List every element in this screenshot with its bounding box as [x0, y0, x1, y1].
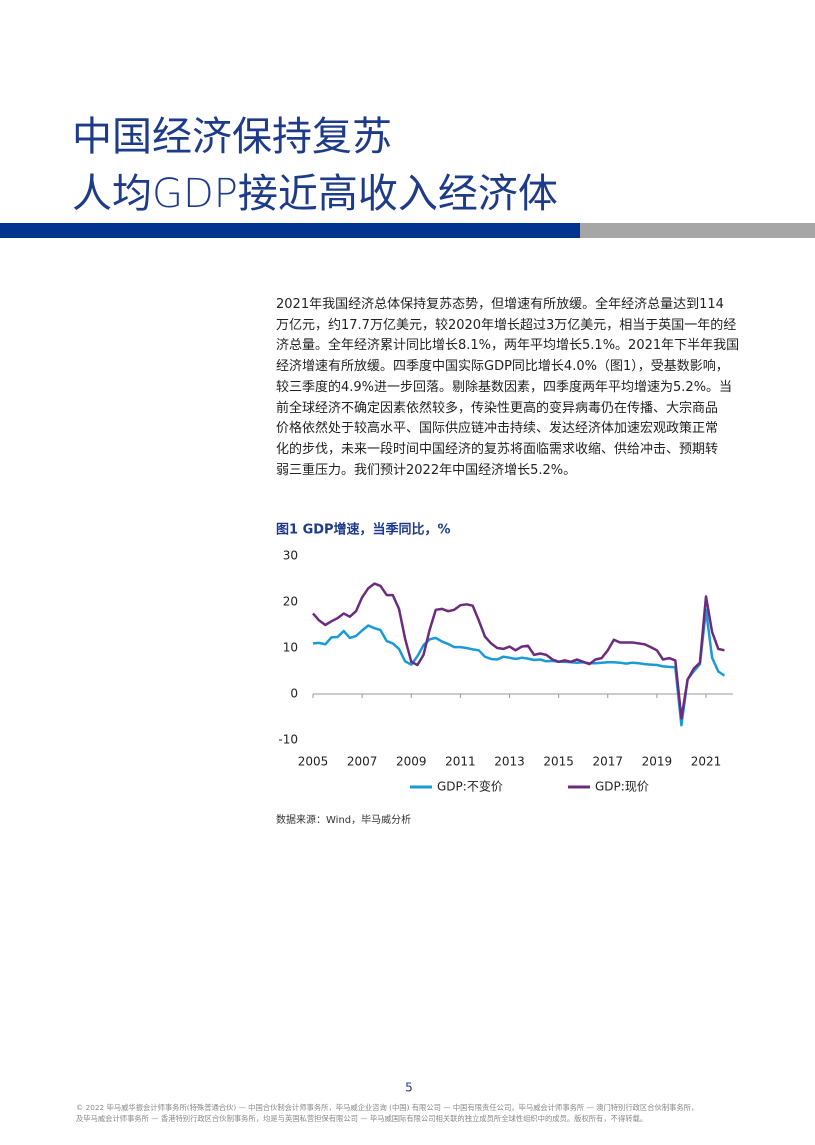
page-number: 5 — [405, 1081, 413, 1095]
chart-title: 图1 GDP增速，当季同比，% — [276, 522, 451, 538]
paragraph-line: 万亿元，约17.7万亿美元，较2020年增长超过3万亿美元，相当于英国一年的经 — [276, 317, 737, 333]
paragraph-line: 化的步伐，未来一段时间中国经济的复苏将面临需求收缩、供给冲击、预期转 — [276, 441, 719, 457]
legend-label: GDP:现价 — [595, 780, 649, 794]
y-tick-label: 20 — [283, 595, 298, 609]
x-tick-label: 2009 — [396, 755, 427, 769]
chart-source: 数据来源：Wind，毕马威分析 — [276, 813, 411, 826]
title-line: 人均GDP接近高收入经济体 — [72, 171, 558, 217]
series-line — [312, 582, 725, 720]
y-tick-label: -10 — [278, 733, 298, 747]
x-tick-label: 2019 — [642, 755, 673, 769]
footer-line: 及毕马威会计师事务所 — 香港特别行政区合伙制事务所，均是与英国私营担保有限公司… — [76, 1114, 647, 1123]
x-tick-label: 2005 — [298, 755, 329, 769]
paragraph-line: 较三季度的4.9%进一步回落。剔除基数因素，四季度两年平均增速为5.2%。当 — [276, 379, 733, 395]
paragraph-line: 弱三重压力。我们预计2022年中国经济增长5.2%。 — [276, 462, 577, 478]
y-tick-label: 0 — [290, 687, 298, 701]
legend-label: GDP:不变价 — [437, 779, 503, 794]
x-tick-label: 2017 — [592, 755, 623, 769]
x-tick-label: 2021 — [691, 755, 722, 769]
paragraph-line: 价格依然处于较高水平、国际供应链冲击持续、发达经济体加速宏观政策正常 — [276, 421, 719, 437]
x-tick-label: 2015 — [543, 755, 574, 769]
header-bar — [0, 223, 580, 238]
series-line — [312, 608, 726, 727]
paragraph-line: 2021年我国经济总体保持复苏态势，但增速有所放缓。全年经济总量达到114 — [276, 297, 724, 312]
y-tick-label: 30 — [283, 549, 298, 563]
paragraph-line: 前全球经济不确定因素依然较多，传染性更高的变异病毒仍在传播、大宗商品 — [276, 400, 719, 416]
paragraph-line: 济总量。全年经济累计同比增长8.1%，两年平均增长5.1%。2021年下半年我国 — [276, 338, 740, 354]
x-tick-label: 2013 — [494, 755, 525, 769]
paragraph-line: 经济增速有所放缓。四季度中国实际GDP同比增长4.0%（图1），受基数影响， — [276, 359, 729, 375]
x-tick-label: 2007 — [347, 755, 378, 769]
title-line: 中国经济保持复苏 — [72, 114, 392, 160]
x-tick-label: 2011 — [445, 755, 476, 769]
footer-line: © 2022 毕马威华振会计师事务所(特殊普通合伙) — 中国合伙制会计师事务所… — [76, 1103, 698, 1112]
y-tick-label: 10 — [283, 641, 298, 655]
header-bar-gray — [580, 223, 815, 238]
